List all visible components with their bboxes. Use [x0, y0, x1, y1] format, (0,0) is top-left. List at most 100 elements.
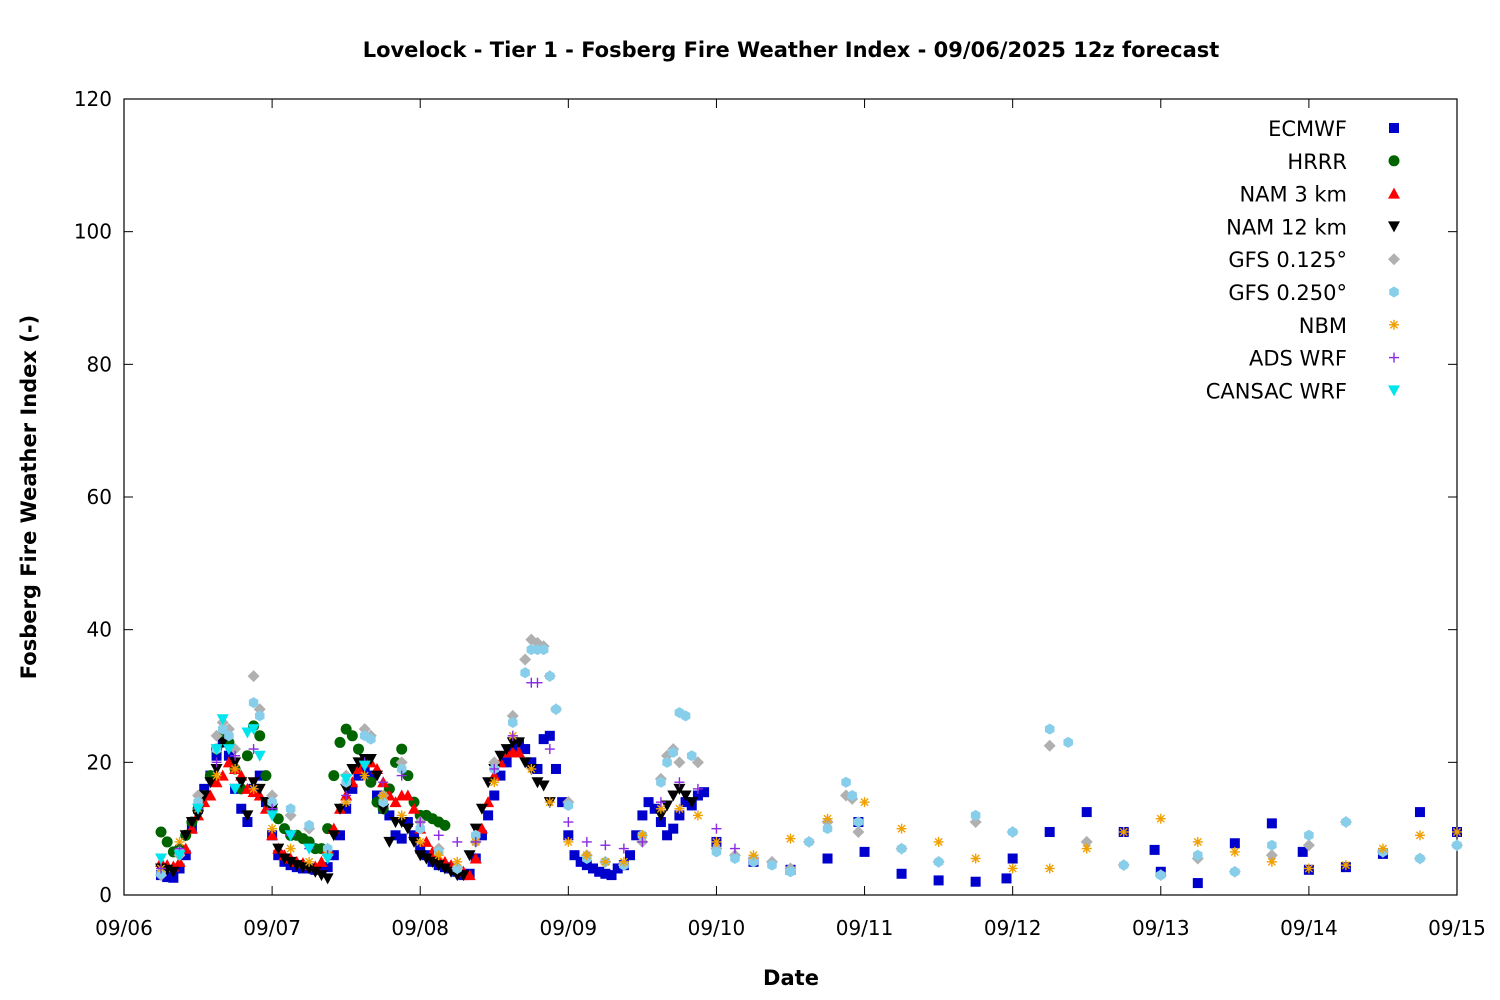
- point-ecmwf: [550, 763, 561, 774]
- point-nbm: [933, 836, 944, 847]
- point-gfs-0-250: [841, 776, 851, 788]
- point-gfs-0-250: [1267, 839, 1277, 851]
- point-gfs-0-250: [1063, 736, 1073, 748]
- legend-marker-gfs-0-125: [1388, 253, 1400, 266]
- point-ecmwf: [970, 876, 981, 887]
- point-ads-wrf: [711, 823, 722, 834]
- point-ads-wrf: [692, 783, 703, 794]
- point-gfs-0-250: [896, 843, 907, 855]
- point-nam-12-km: [278, 853, 291, 865]
- point-cansac-wrf: [173, 850, 186, 862]
- point-nbm: [711, 836, 722, 847]
- point-gfs-0-250: [415, 823, 425, 835]
- point-nam-12-km: [364, 754, 377, 766]
- point-ecmwf: [341, 803, 352, 814]
- point-ads-wrf: [563, 817, 574, 828]
- legend: ECMWF HRRR NAM 3 km NAM 12 km GFS 0.125° GFS …: [1206, 117, 1400, 403]
- point-gfs-0-125: [519, 653, 532, 666]
- point-ecmwf: [649, 803, 660, 814]
- point-ecmwf: [223, 750, 234, 761]
- point-ads-wrf: [600, 840, 611, 851]
- point-ecmwf: [631, 830, 642, 841]
- point-ecmwf: [476, 830, 487, 841]
- point-ads-wrf: [248, 744, 259, 755]
- point-cansac-wrf: [358, 760, 371, 772]
- point-nam-12-km: [457, 870, 470, 882]
- point-gfs-0-250: [551, 703, 561, 715]
- point-nbm: [285, 843, 296, 854]
- point-gfs-0-250: [396, 763, 407, 775]
- point-nam-3-km: [266, 829, 279, 841]
- x-axis-title: Date: [763, 966, 819, 990]
- point-ads-wrf: [637, 836, 648, 847]
- point-ecmwf: [606, 870, 617, 881]
- point-nbm: [1007, 863, 1018, 874]
- point-nam-12-km: [371, 770, 384, 782]
- point-nam-12-km: [519, 757, 532, 769]
- point-ecmwf: [1266, 818, 1277, 829]
- point-hrrr: [390, 756, 402, 768]
- point-gfs-0-250: [668, 746, 679, 758]
- point-ecmwf: [526, 757, 537, 768]
- legend-marker-nam-3-km: [1388, 187, 1400, 199]
- point-ecmwf: [1229, 838, 1240, 849]
- point-nam-12-km: [352, 757, 365, 769]
- point-ecmwf: [273, 850, 284, 861]
- x-tick-label: 09/13: [1132, 916, 1190, 940]
- point-nbm: [1081, 843, 1092, 854]
- point-ads-wrf: [674, 777, 685, 788]
- point-gfs-0-250: [1118, 859, 1129, 871]
- point-gfs-0-250: [267, 796, 277, 808]
- point-gfs-0-250: [1156, 869, 1166, 881]
- legend-label-gfs-0-125: GFS 0.125°: [1228, 248, 1347, 272]
- x-tick-label: 09/07: [243, 916, 301, 940]
- point-ads-wrf: [433, 830, 444, 841]
- point-nam-12-km: [537, 780, 550, 792]
- point-ecmwf: [1007, 853, 1018, 864]
- x-tick-label: 09/14: [1280, 916, 1338, 940]
- point-gfs-0-250: [1007, 826, 1018, 838]
- point-nam-12-km: [463, 850, 476, 862]
- point-hrrr: [334, 736, 346, 748]
- legend-marker-hrrr: [1388, 155, 1400, 167]
- point-ecmwf: [575, 856, 586, 867]
- point-hrrr: [272, 813, 284, 825]
- point-nam-12-km: [432, 860, 445, 872]
- legend-label-hrrr: HRRR: [1287, 150, 1347, 174]
- point-cansac-wrf: [321, 853, 334, 865]
- y-tick-label: 0: [99, 883, 112, 907]
- point-ecmwf: [643, 797, 654, 808]
- point-gfs-0-250: [217, 723, 228, 735]
- point-nam-12-km: [661, 800, 674, 812]
- point-nbm: [896, 823, 907, 834]
- point-nbm: [1340, 860, 1351, 871]
- point-ecmwf: [933, 875, 944, 886]
- x-tick-label: 09/08: [391, 916, 449, 940]
- point-nam-12-km: [303, 863, 316, 875]
- legend-marker-ads-wrf: [1389, 352, 1399, 363]
- point-ecmwf: [402, 817, 413, 828]
- point-ads-wrf: [489, 763, 500, 774]
- point-nbm: [748, 850, 759, 861]
- point-nbm: [1044, 863, 1055, 874]
- point-nbm: [433, 850, 444, 861]
- point-nbm: [304, 856, 315, 867]
- point-ecmwf: [415, 843, 426, 854]
- point-ads-wrf: [211, 757, 222, 768]
- point-gfs-0-250: [847, 790, 857, 801]
- point-ads-wrf: [452, 836, 463, 847]
- x-tick-label: 09/10: [688, 916, 746, 940]
- point-nbm: [267, 823, 278, 834]
- point-nam-12-km: [494, 750, 507, 762]
- point-hrrr: [254, 730, 266, 742]
- point-gfs-0-250: [255, 710, 265, 722]
- point-ecmwf: [180, 850, 191, 861]
- point-ecmwf: [316, 863, 327, 874]
- point-nbm: [970, 853, 981, 864]
- point-ads-wrf: [156, 863, 167, 874]
- point-cansac-wrf: [247, 724, 260, 736]
- point-gfs-0-250: [680, 710, 691, 722]
- y-tick-label: 20: [87, 750, 112, 774]
- point-nam-12-km: [395, 817, 408, 829]
- point-hrrr: [241, 750, 253, 762]
